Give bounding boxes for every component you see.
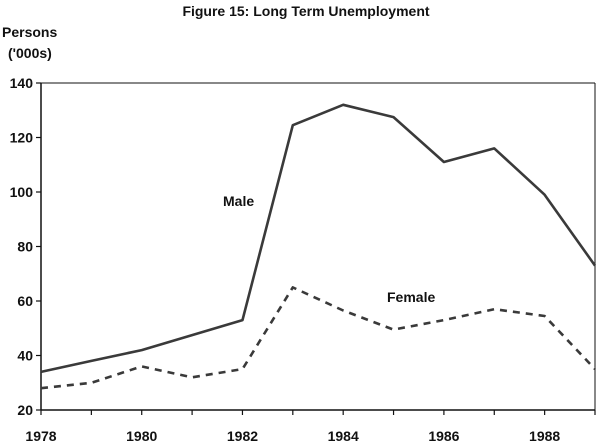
series-line-female <box>40 286 596 390</box>
y-axis-label-line2: ('000s) <box>8 45 52 61</box>
y-tick-label: 80 <box>17 239 33 255</box>
y-axis-ticks: 20 40 60 80 100 120 140 <box>10 75 41 418</box>
series-label-female: Female <box>387 289 435 305</box>
y-tick-label: 120 <box>10 130 34 146</box>
x-tick-label: 1982 <box>227 428 258 444</box>
series-line-male <box>40 103 597 374</box>
y-axis-label-line1: Persons <box>2 24 57 40</box>
x-tick-label: 1988 <box>529 428 560 444</box>
series-label-male: Male <box>223 193 254 209</box>
y-tick-label: 100 <box>10 184 34 200</box>
plot-frame <box>40 82 596 411</box>
series-layer <box>40 103 597 390</box>
chart-title: Figure 15: Long Term Unemployment <box>182 3 429 19</box>
x-tick-label: 1978 <box>25 428 56 444</box>
y-tick-label: 20 <box>17 402 33 418</box>
x-tick-label: 1984 <box>328 428 359 444</box>
y-tick-label: 60 <box>17 293 33 309</box>
x-tick-label: 1980 <box>126 428 157 444</box>
y-tick-label: 140 <box>10 75 34 91</box>
x-axis-ticks: 1978 1980 1982 1984 1986 1988 <box>25 410 596 444</box>
y-tick-label: 40 <box>17 348 33 364</box>
x-tick-label: 1986 <box>428 428 459 444</box>
